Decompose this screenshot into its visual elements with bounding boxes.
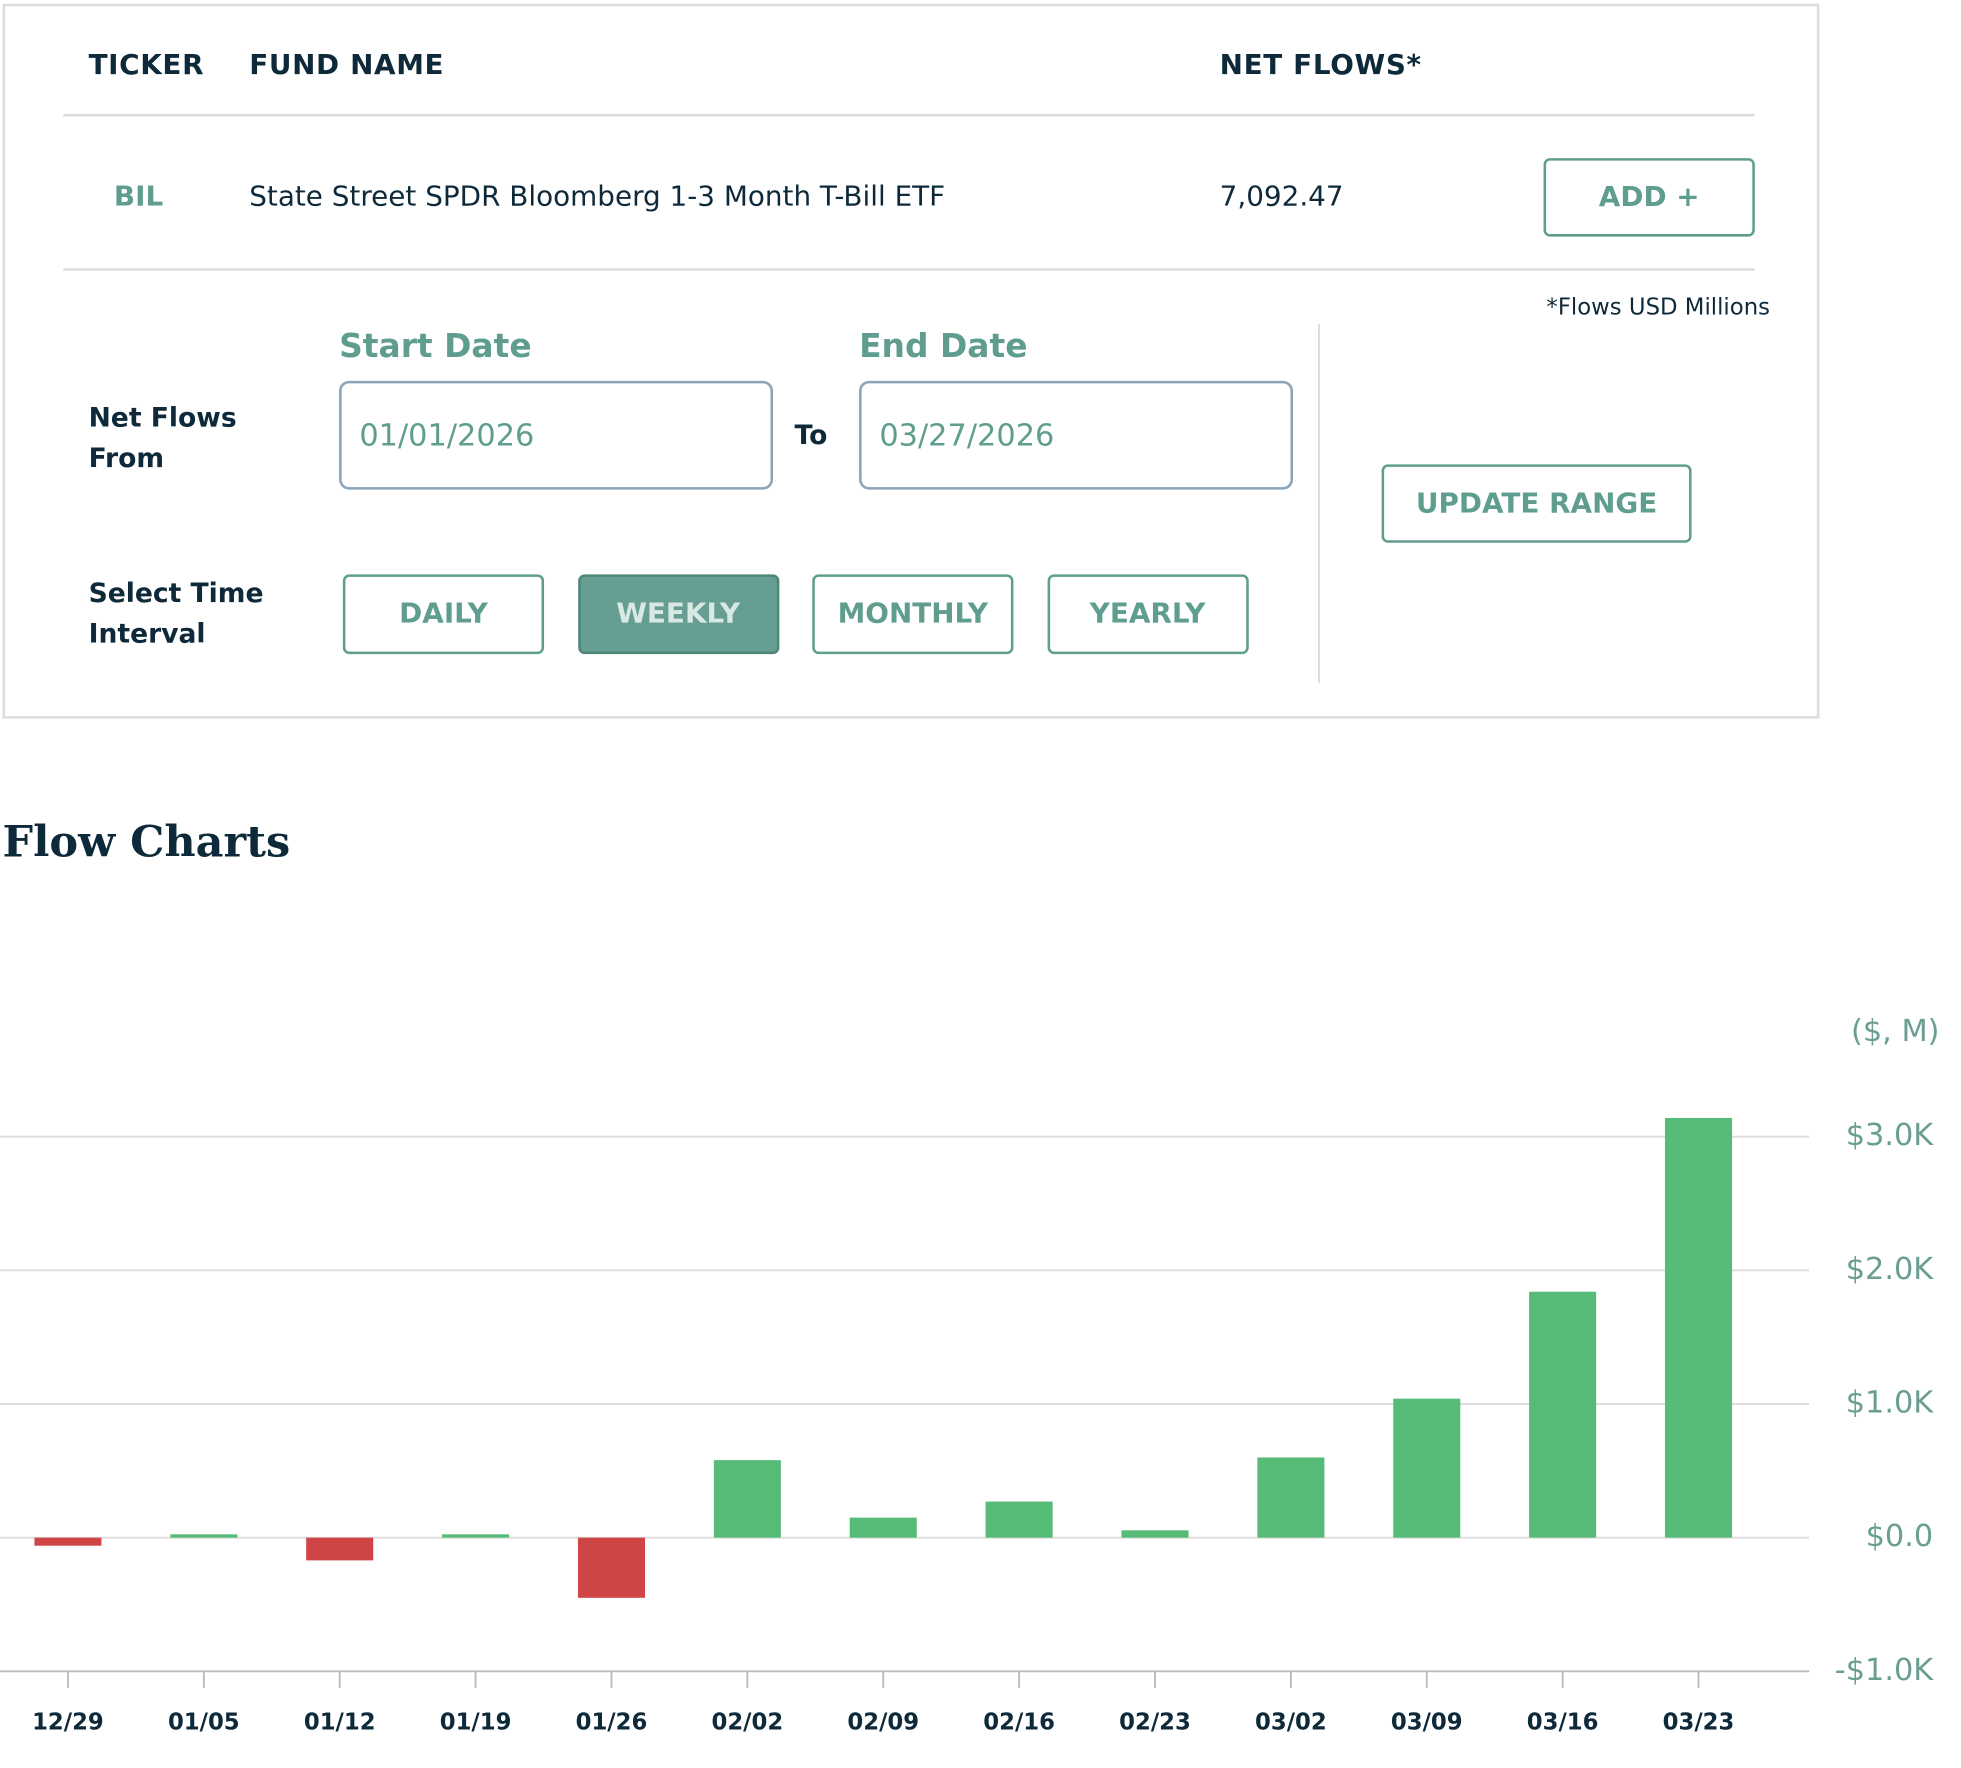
panel <box>2 3 1820 719</box>
x-tick-label: 03/16 <box>1527 1710 1599 1736</box>
y-tick-label: $3.0K <box>1846 1118 1935 1153</box>
y-tick-label: $0.0 <box>1866 1519 1934 1554</box>
header: FUND NAME <box>249 49 445 82</box>
x-tick-label: 02/09 <box>847 1710 919 1736</box>
x-tick-label: 01/19 <box>440 1710 512 1736</box>
fund-name: State Street SPDR Bloomberg 1-3 Month T-… <box>249 181 946 214</box>
y-unit-label: ($, M) <box>1851 1014 1940 1049</box>
bar <box>985 1501 1053 1538</box>
bar <box>713 1460 781 1538</box>
x-tick-label: 02/02 <box>712 1710 784 1736</box>
bar <box>442 1534 510 1538</box>
interval-button[interactable]: WEEKLY <box>577 574 779 655</box>
x-tick-label: 02/16 <box>983 1710 1055 1736</box>
interval-button[interactable]: YEARLY <box>1046 574 1249 655</box>
x-tick-label: 02/23 <box>1119 1710 1191 1736</box>
x-tick-label: 01/12 <box>304 1710 376 1736</box>
range-label: Net Flows From <box>88 402 237 474</box>
divider <box>63 113 1755 117</box>
interval-button[interactable]: MONTHLY <box>812 574 1014 655</box>
x-tick-label: 03/02 <box>1255 1710 1327 1736</box>
section-title: Flow Charts <box>2 817 291 868</box>
bar <box>34 1537 102 1546</box>
end-input[interactable]: 03/27/2026 <box>859 380 1294 490</box>
bar <box>170 1534 238 1538</box>
header: TICKER <box>88 49 205 82</box>
add-button[interactable]: ADD + <box>1543 158 1755 237</box>
x-tick-label: 01/05 <box>168 1710 240 1736</box>
bar <box>306 1537 374 1561</box>
update-button[interactable]: UPDATE RANGE <box>1381 464 1692 543</box>
bar <box>1393 1398 1461 1538</box>
bar <box>577 1537 645 1598</box>
start-label: Start Date <box>339 327 532 366</box>
end-label: End Date <box>859 327 1028 366</box>
net-flows: 7,092.47 <box>1219 181 1344 214</box>
ticker[interactable]: BIL <box>113 181 164 214</box>
y-tick-label: -$1.0K <box>1835 1653 1935 1688</box>
bar <box>1121 1530 1189 1538</box>
bar <box>1529 1291 1597 1538</box>
bar <box>1257 1457 1325 1538</box>
interval-label: Select Time Interval <box>88 578 264 650</box>
to-label: To <box>794 420 828 451</box>
x-tick-label: 01/26 <box>576 1710 648 1736</box>
y-tick-label: $1.0K <box>1846 1386 1935 1421</box>
interval-button[interactable]: DAILY <box>342 574 545 655</box>
start-input[interactable]: 01/01/2026 <box>339 380 774 490</box>
x-tick-label: 03/23 <box>1663 1710 1735 1736</box>
bar <box>849 1517 917 1538</box>
y-tick-label: $2.0K <box>1846 1252 1935 1287</box>
bar <box>1665 1117 1733 1538</box>
footnote: *Flows USD Millions <box>1546 294 1771 321</box>
header: NET FLOWS* <box>1219 49 1422 82</box>
divider <box>63 268 1755 271</box>
divider <box>1318 323 1320 684</box>
x-tick-label: 12/29 <box>32 1710 104 1736</box>
x-tick-label: 03/09 <box>1391 1710 1463 1736</box>
